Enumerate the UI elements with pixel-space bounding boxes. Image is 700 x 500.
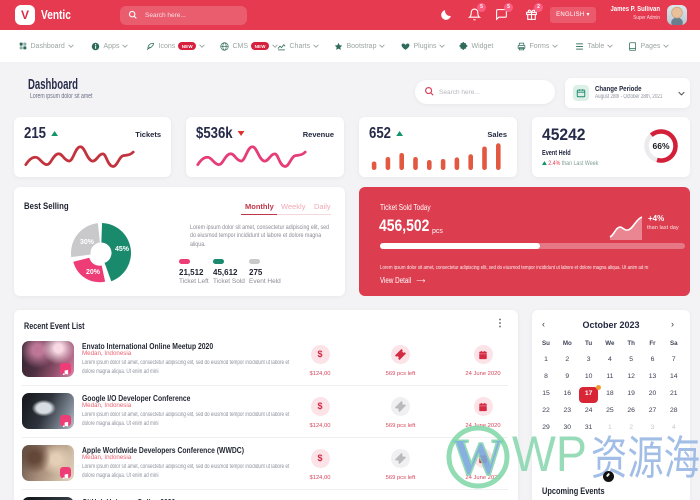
svg-text:20%: 20%: [86, 269, 101, 276]
svg-text:66%: 66%: [652, 141, 669, 151]
svg-text:45%: 45%: [115, 246, 130, 253]
svg-text:30%: 30%: [80, 239, 95, 246]
